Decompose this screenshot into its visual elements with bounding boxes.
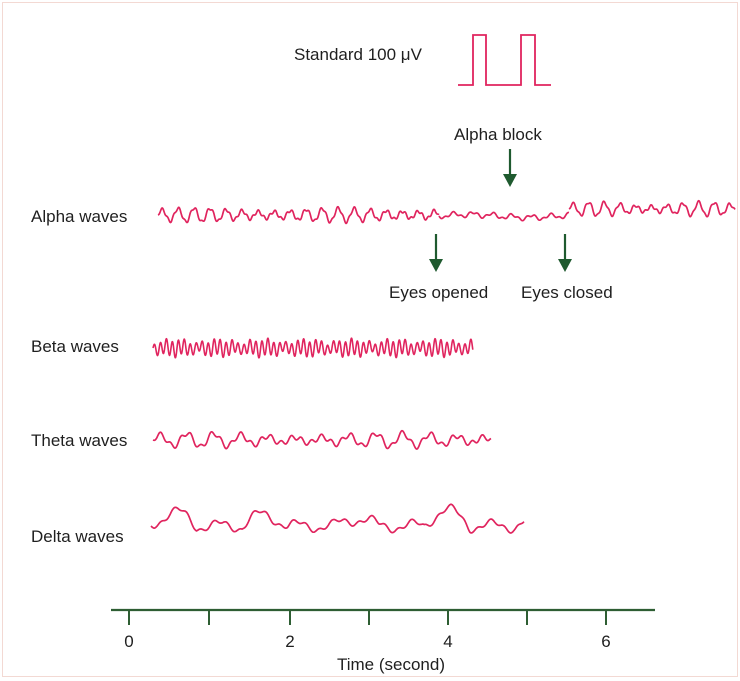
eeg-diagram: Standard 100 μV Alpha block Alpha waves … (31, 34, 736, 674)
delta-waves-label: Delta waves (31, 527, 124, 546)
eyes-opened-label: Eyes opened (389, 283, 488, 302)
time-axis: 0 2 4 6 Time (second) (111, 608, 655, 674)
theta-wave-trace (152, 429, 492, 450)
calibration-label: Standard 100 μV (294, 45, 423, 64)
axis-tick-label: 2 (285, 632, 294, 651)
delta-wave-trace (150, 503, 525, 534)
beta-waves-label: Beta waves (31, 337, 119, 356)
alpha-wave-return-trace (568, 199, 736, 218)
eyes-opened-arrow (429, 234, 443, 272)
eyes-closed-arrow (558, 234, 572, 272)
axis-tick-label: 0 (124, 632, 133, 651)
alpha-block-arrow (503, 149, 517, 187)
theta-waves-label: Theta waves (31, 431, 127, 450)
axis-tick-label: 4 (443, 632, 452, 651)
beta-wave-trace (152, 337, 474, 359)
alpha-waves-label: Alpha waves (31, 207, 127, 226)
time-axis-label: Time (second) (337, 655, 445, 674)
alpha-block-label: Alpha block (454, 125, 542, 144)
eyes-closed-label: Eyes closed (521, 283, 613, 302)
axis-tick-label: 6 (601, 632, 610, 651)
alpha-block-trace (438, 210, 570, 222)
alpha-wave-trace (157, 205, 440, 225)
calibration-pulse (458, 34, 551, 86)
